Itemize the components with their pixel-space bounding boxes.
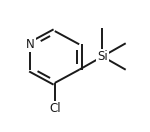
Text: Si: Si bbox=[97, 50, 108, 63]
Text: N: N bbox=[26, 38, 35, 51]
Text: Cl: Cl bbox=[49, 102, 61, 115]
